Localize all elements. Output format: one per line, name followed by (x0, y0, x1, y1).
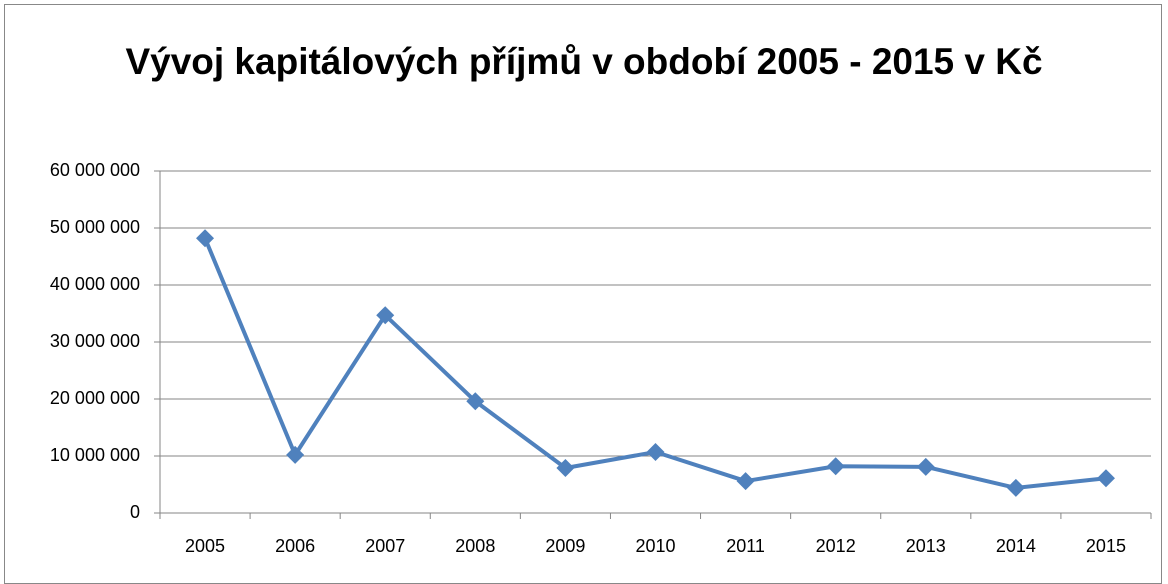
marker (466, 392, 485, 411)
x-tick-label: 2010 (635, 536, 675, 556)
marker (196, 229, 215, 248)
y-tick-label: 60 000 000 (50, 160, 140, 180)
x-tick-label: 2009 (545, 536, 585, 556)
marker (1096, 469, 1115, 488)
marker (736, 472, 755, 491)
y-tick-label: 40 000 000 (50, 274, 140, 294)
y-tick-label: 0 (130, 502, 140, 522)
marker (556, 458, 575, 477)
x-tick-label: 2006 (275, 536, 315, 556)
chart: 0 10 000 000 20 000 000 30 000 000 40 000 00… (50, 160, 1152, 556)
y-tick-label: 10 000 000 (50, 445, 140, 465)
x-tick-label: 2012 (816, 536, 856, 556)
x-tick-label: 2007 (365, 536, 405, 556)
marker (646, 443, 665, 462)
x-tick-label: 2008 (455, 536, 495, 556)
marker (826, 457, 845, 476)
marker (376, 306, 395, 325)
x-tick-label: 2013 (906, 536, 946, 556)
x-tick-label: 2011 (726, 536, 765, 556)
x-tick-label: 2014 (996, 536, 1036, 556)
page: Vývoj kapitálových příjmů v období 2005 … (4, 4, 1162, 584)
chart-title: Vývoj kapitálových příjmů v období 2005 … (125, 41, 1043, 82)
x-tick-label: 2005 (185, 536, 225, 556)
x-tick-label: 2015 (1086, 536, 1126, 556)
y-tick-label: 50 000 000 (50, 217, 140, 237)
y-tick-label: 30 000 000 (50, 331, 140, 351)
marker (916, 457, 935, 476)
y-tick-label: 20 000 000 (50, 388, 140, 408)
marker (1006, 478, 1025, 497)
marker (286, 445, 305, 464)
